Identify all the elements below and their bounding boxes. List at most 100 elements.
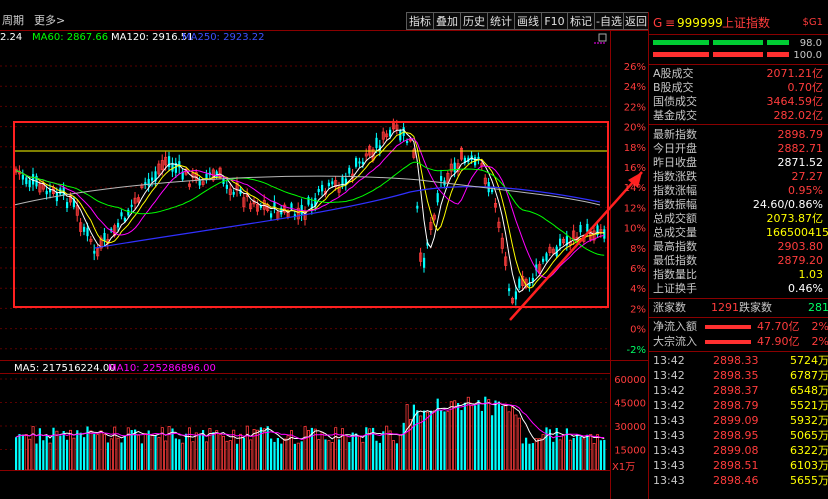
stat-value: 1.03 <box>798 268 824 281</box>
candle-body <box>198 180 201 186</box>
candle-body <box>416 205 419 209</box>
candle-body <box>296 207 300 220</box>
volume-bar <box>296 442 300 471</box>
volume-bar <box>238 433 242 471</box>
volume-bar <box>487 399 491 471</box>
volume-bar <box>317 439 321 471</box>
volume-bar <box>24 434 28 471</box>
flow-row: 大宗流入 47.90亿 2% <box>649 335 828 349</box>
volume-bar <box>514 414 518 471</box>
volume-bar <box>150 434 154 471</box>
candle-body <box>174 162 177 173</box>
volume-bar <box>446 411 450 471</box>
candle-body <box>378 145 381 151</box>
vol-ma5-label: MA5: 217516224.00 <box>14 363 116 374</box>
volume-bar <box>198 434 201 470</box>
tick-volume: 6322万 <box>790 444 828 457</box>
price-axis-label: 2% <box>630 304 646 315</box>
candle-body <box>538 263 542 274</box>
f10-button[interactable]: F10 <box>541 12 567 30</box>
volume-bar <box>181 442 185 471</box>
candle-body <box>310 203 313 209</box>
candle-body <box>235 182 239 191</box>
candle-body <box>559 238 562 246</box>
tick-row: 13:42 2898.35 6787万 <box>649 369 828 384</box>
stats-separator <box>649 124 828 125</box>
volume-bar <box>171 428 174 470</box>
candle-body <box>548 246 552 253</box>
ma-line <box>15 138 605 279</box>
back-button[interactable]: 返回 <box>623 12 649 30</box>
volume-bar <box>558 439 562 471</box>
candle-body <box>262 200 266 210</box>
volume-bar <box>528 443 531 470</box>
volume-bar <box>372 427 375 470</box>
candle-body <box>283 204 287 213</box>
candle-body <box>531 277 534 282</box>
candle-body <box>147 178 150 186</box>
volume-bar <box>330 442 334 471</box>
candle-body <box>504 256 508 266</box>
stat-value: 2903.80 <box>777 240 824 253</box>
volume-bar <box>457 403 460 470</box>
volume-bar <box>361 441 365 471</box>
mark-button[interactable]: 标记 <box>567 12 594 30</box>
ma250-line <box>94 186 601 249</box>
draw-line-button[interactable]: 画线 <box>514 12 541 30</box>
history-button[interactable]: 历史 <box>460 12 487 30</box>
volume-bar <box>28 438 32 471</box>
indicator-button[interactable]: 指标 <box>406 12 433 30</box>
ma120-line <box>13 175 601 206</box>
volume-bar <box>517 417 521 471</box>
candle-body <box>181 171 184 180</box>
candle-body <box>483 177 487 185</box>
stats-button[interactable]: 统计 <box>487 12 514 30</box>
stat-label: 总成交额 <box>653 212 697 225</box>
volume-bar <box>157 437 161 471</box>
candle-body <box>510 298 514 304</box>
candle-body <box>518 278 521 288</box>
flow-label: 净流入额 <box>653 320 697 333</box>
volume-bar <box>276 438 279 470</box>
price-axis-label: 20% <box>624 123 646 134</box>
tick-time: 13:43 <box>653 429 685 442</box>
volume-bar <box>45 434 48 470</box>
down-count-label: 跌家数 <box>739 301 772 314</box>
breadth-top-value: 98.0 <box>799 38 822 49</box>
candle-body <box>154 171 157 182</box>
candle-body <box>228 188 232 195</box>
volume-bar <box>405 404 409 471</box>
volume-bar <box>385 425 389 471</box>
candle-body <box>103 232 106 242</box>
stat-row: 昨日收盘 2871.52 <box>649 156 828 170</box>
stat-value: 2879.20 <box>777 254 824 267</box>
stat-value: 0.70亿 <box>787 81 824 94</box>
breadth-separator <box>649 64 828 65</box>
flow-pct: 2% <box>811 320 828 333</box>
candle-body <box>426 242 429 246</box>
overlay-button[interactable]: 叠加 <box>433 12 460 30</box>
more-menu[interactable]: 更多> <box>34 14 66 27</box>
period-menu[interactable]: 周期 <box>2 14 24 27</box>
volume-bars <box>15 396 606 471</box>
watchlist-button[interactable]: -自选 <box>594 12 623 30</box>
header-separator <box>649 34 828 35</box>
breadth-bar-green-2 <box>713 40 763 45</box>
market-prefix: G <box>653 16 663 30</box>
stat-label: 指数量比 <box>653 268 697 281</box>
volume-bar <box>303 426 307 471</box>
volume-bar <box>391 440 395 471</box>
candle-body <box>300 204 303 215</box>
volume-bar <box>236 443 239 470</box>
moving-average-lines <box>13 129 605 293</box>
volume-bar <box>480 410 483 470</box>
price-axis-label: 22% <box>624 102 646 113</box>
volume-bar <box>348 442 351 470</box>
candle-body <box>596 225 599 235</box>
chart-area[interactable]: 2.24 MA60: 2867.66 MA120: 2916.51 MA250:… <box>0 30 648 499</box>
menu-icon[interactable]: ≡ <box>665 16 676 30</box>
tick-volume: 6787万 <box>790 369 828 382</box>
candle-body <box>96 248 100 257</box>
volume-bar <box>228 440 232 471</box>
ma-fragment-label: 2.24 <box>0 32 22 43</box>
